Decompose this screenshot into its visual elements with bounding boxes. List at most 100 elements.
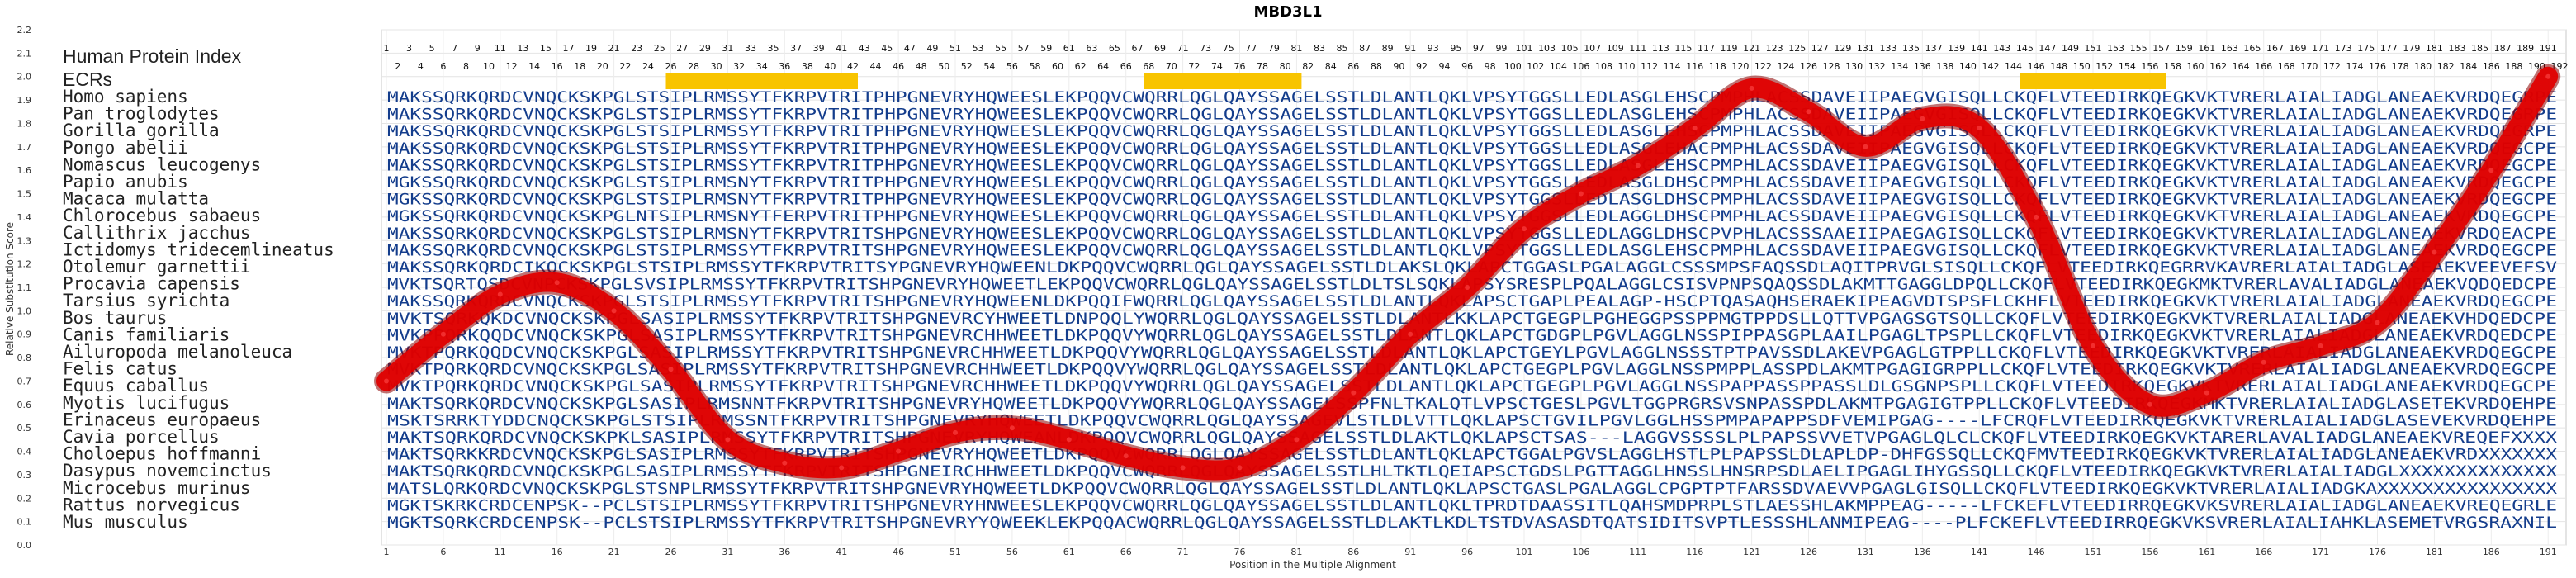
hpi-number: 60	[1052, 61, 1063, 72]
hpi-number: 15	[540, 43, 552, 54]
data-point	[2261, 359, 2266, 365]
hpi-number: 189	[2517, 43, 2534, 54]
hpi-number: 97	[1473, 43, 1485, 54]
hpi-number: 32	[733, 61, 745, 72]
hpi-number: 63	[1086, 43, 1097, 54]
x-tick-label: 71	[1177, 547, 1189, 557]
x-axis-label: Position in the Multiple Alignment	[1229, 559, 1396, 571]
hpi-number: 72	[1188, 61, 1200, 72]
data-point	[1522, 226, 1527, 232]
hpi-number: 186	[2483, 61, 2500, 72]
species-name: Myotis lucifugus	[63, 393, 230, 413]
data-point	[554, 280, 560, 286]
species-name: Ictidomys tridecemlineatus	[63, 239, 334, 259]
hpi-number: 67	[1131, 43, 1143, 54]
species-name: Canis familiaris	[63, 325, 230, 344]
species-name: Papio anubis	[63, 172, 188, 192]
hpi-number: 84	[1325, 61, 1337, 72]
hpi-number: 157	[2152, 43, 2170, 54]
hpi-number: 87	[1359, 43, 1371, 54]
x-tick-label: 171	[2312, 547, 2329, 557]
hpi-number: 185	[2471, 43, 2488, 54]
hpi-number: 128	[1823, 61, 1840, 72]
hpi-number: 126	[1800, 61, 1817, 72]
species-name: Homo sapiens	[63, 87, 188, 107]
sequence-row: MAKSSQRKQRDCVNQCKSKPGLSTSIPLRMSSYTFKRPVT…	[387, 88, 2557, 107]
data-point	[384, 378, 389, 384]
ecrs-label: ECRs	[63, 69, 112, 90]
hpi-number: 49	[926, 43, 938, 54]
hpi-number: 138	[1936, 61, 1953, 72]
hpi-number: 127	[1811, 43, 1829, 54]
hpi-number: 132	[1868, 61, 1886, 72]
data-point	[782, 460, 788, 466]
x-tick-label: 86	[1347, 547, 1359, 557]
hpi-number: 11	[495, 43, 506, 54]
y-tick-label: 1.9	[17, 95, 32, 106]
data-point	[440, 331, 446, 337]
hpi-number: 142	[1982, 61, 1999, 72]
hpi-number: 85	[1337, 43, 1348, 54]
hpi-number: 171	[2312, 43, 2329, 54]
x-tick-label: 6	[440, 547, 446, 557]
hpi-number: 13	[517, 43, 528, 54]
hpi-number: 104	[1550, 61, 1567, 72]
hpi-number: 74	[1211, 61, 1223, 72]
hpi-number: 81	[1290, 43, 1302, 54]
species-name: Ailuropoda melanoleuca	[63, 342, 292, 362]
hpi-number: 159	[2176, 43, 2193, 54]
species-name: Dasypus novemcinctus	[63, 461, 272, 481]
chart-title: MBD3L1	[1253, 3, 1322, 21]
hpi-number: 114	[1664, 61, 1681, 72]
hpi-number: 18	[574, 61, 585, 72]
species-name: Otolemur garnettii	[63, 257, 251, 277]
hpi-number: 53	[973, 43, 984, 54]
species-name: Felis catus	[63, 359, 178, 379]
hpi-number: 89	[1382, 43, 1394, 54]
hpi-number: 12	[506, 61, 518, 72]
hpi-number: 33	[745, 43, 756, 54]
data-point	[2204, 390, 2209, 396]
data-point	[1863, 144, 1868, 149]
substitution-curve	[374, 64, 2561, 483]
y-tick-label: 1.3	[17, 235, 32, 246]
data-point	[497, 291, 503, 297]
species-name: Rattus norvegicus	[63, 495, 240, 514]
sequence-row: MAKSSQRKQRDCVNQCKSKPGLSTSIPLRMSSYTFKRPVT…	[387, 140, 2557, 158]
hpi-number: 2	[395, 61, 400, 72]
hpi-number: 62	[1075, 61, 1087, 72]
x-axis-ticks: 1 6 11 16 21 26 31 36 41 46 51 56 61 66 71 76 81 86 91 96 10…	[384, 547, 2557, 557]
species-name: Erinaceus europaeus	[63, 410, 261, 429]
sequence-row: MVKTSQRKQKDCVNQCKSKPGLSASIPLRMSSYTFKRPVT…	[387, 310, 2557, 328]
sequence-row: MGKTSQRKCRDCENPSK--PCLSTSIPLRMSSYTFKRPVT…	[387, 514, 2557, 532]
hpi-number: 92	[1416, 61, 1428, 72]
data-point	[1635, 163, 1641, 168]
hpi-number: 103	[1538, 43, 1556, 54]
x-tick-label: 26	[665, 547, 677, 557]
hpi-number: 149	[2062, 43, 2079, 54]
x-tick-label: 96	[1461, 547, 1473, 557]
hpi-number: 129	[1834, 43, 1851, 54]
hpi-number: 17	[562, 43, 574, 54]
hpi-number: 77	[1245, 43, 1257, 54]
data-point	[1749, 85, 1754, 91]
hpi-number: 169	[2290, 43, 2307, 54]
hpi-number: 23	[631, 43, 642, 54]
hpi-number: 125	[1788, 43, 1806, 54]
hpi-number: 175	[2357, 43, 2375, 54]
y-tick-label: 0.5	[17, 423, 32, 434]
hpi-number: 163	[2221, 43, 2238, 54]
y-tick-label: 1.7	[17, 142, 32, 153]
hpi-number: 120	[1731, 61, 1749, 72]
species-name: Pongo abelii	[63, 138, 188, 158]
hpi-number: 46	[893, 61, 904, 72]
y-tick-label: 2.1	[17, 48, 32, 59]
y-tick-label: 0.3	[17, 470, 32, 481]
hpi-number: 156	[2141, 61, 2158, 72]
hpi-number: 179	[2403, 43, 2420, 54]
hpi-number: 177	[2380, 43, 2398, 54]
hpi-number: 82	[1302, 61, 1314, 72]
hpi-number: 14	[528, 61, 540, 72]
hpi-number: 94	[1439, 61, 1451, 72]
